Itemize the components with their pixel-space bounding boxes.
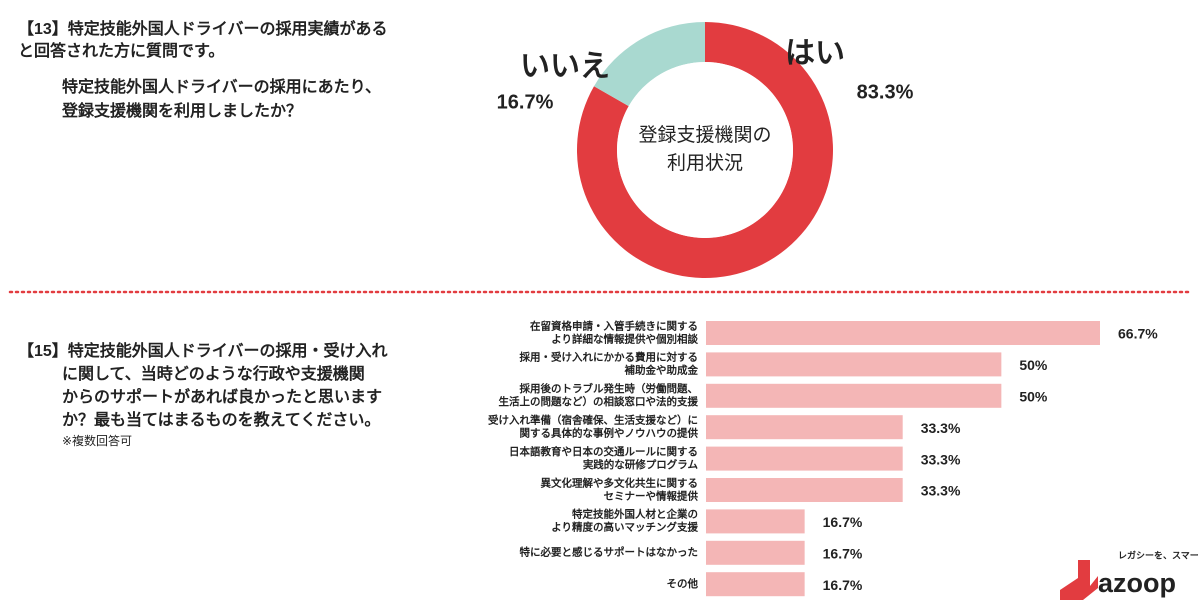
category-label: より精度の高いマッチング支援 xyxy=(551,521,698,534)
value-label: 50% xyxy=(1019,357,1048,373)
question-line: か？最も当てはまるものを教えてください。 xyxy=(62,410,380,429)
bar xyxy=(706,540,805,565)
center-label: 登録支援機関の xyxy=(638,124,771,146)
category-label: いいえ xyxy=(520,50,610,83)
category-label: 受け入れ準備（宿舎確保、生活支援など）に xyxy=(488,413,698,426)
bar xyxy=(706,478,903,502)
category-label: より詳細な情報提供や個別相談 xyxy=(551,332,698,345)
value-label: 16.7% xyxy=(497,91,554,113)
bar xyxy=(706,321,1100,345)
value-label: 33.3% xyxy=(921,483,961,499)
center-label: 利用状況 xyxy=(667,152,743,174)
value-label: 16.7% xyxy=(823,514,863,530)
donut-hole xyxy=(617,62,793,238)
question-line: 【13】特定技能外国人ドライバーの採用実績がある xyxy=(18,19,387,38)
category-label: 補助金や助成金 xyxy=(624,364,699,377)
category-label: 特に必要と感じるサポートはなかった xyxy=(520,546,699,559)
value-label: 66.7% xyxy=(1118,326,1158,342)
category-label: 生活上の問題など）の相談窓口や法的支援 xyxy=(499,395,699,408)
question-line: からのサポートがあれば良かったと思います xyxy=(62,387,382,406)
category-label: 在留資格申請・入管手続きに関する xyxy=(530,319,698,332)
bar xyxy=(706,415,903,440)
category-label: 特定技能外国人材と企業の xyxy=(572,508,698,521)
category-label: はい xyxy=(785,37,845,70)
note: ※複数回答可 xyxy=(62,433,132,448)
question-line: に関して、当時どのような行政や支援機関 xyxy=(62,364,365,383)
logo-tagline: レガシーを、スマートに。 xyxy=(1118,549,1200,560)
category-label: 関する具体的な事例やノウハウの提供 xyxy=(520,426,699,439)
category-label: セミナーや情報提供 xyxy=(604,489,699,502)
logo-mark xyxy=(1060,560,1098,600)
bar xyxy=(706,352,1002,377)
category-label: 異文化理解や多文化共生に関する xyxy=(541,476,699,489)
category-label: 日本語教育や日本の交通ルールに関する xyxy=(509,445,698,458)
category-label: 採用後のトラブル発生時（労働問題、 xyxy=(520,382,699,395)
value-label: 33.3% xyxy=(921,451,961,467)
bar xyxy=(706,383,1002,408)
category-label: その他 xyxy=(667,577,699,590)
donut-segment xyxy=(577,22,834,278)
bar xyxy=(706,509,805,534)
donut-segment xyxy=(594,22,705,107)
bar xyxy=(706,446,903,471)
logo-name: azoop xyxy=(1098,568,1176,598)
question-line: と回答された方に質問です。 xyxy=(18,41,224,60)
value-label: 83.3% xyxy=(857,81,914,103)
question-line: 【15】特定技能外国人ドライバーの採用・受け入れ xyxy=(18,341,387,360)
question-line: 特定技能外国人ドライバーの採用にあたり、 xyxy=(62,77,381,96)
category-label: 採用・受け入れにかかる費用に対する xyxy=(520,351,699,364)
question-line: 登録支援機関を利用しましたか？ xyxy=(61,101,302,120)
value-label: 16.7% xyxy=(823,546,863,562)
value-label: 50% xyxy=(1019,389,1048,405)
value-label: 33.3% xyxy=(921,420,961,436)
bar xyxy=(706,572,805,597)
category-label: 実践的な研修プログラム xyxy=(583,458,699,471)
value-label: 16.7% xyxy=(823,577,863,593)
